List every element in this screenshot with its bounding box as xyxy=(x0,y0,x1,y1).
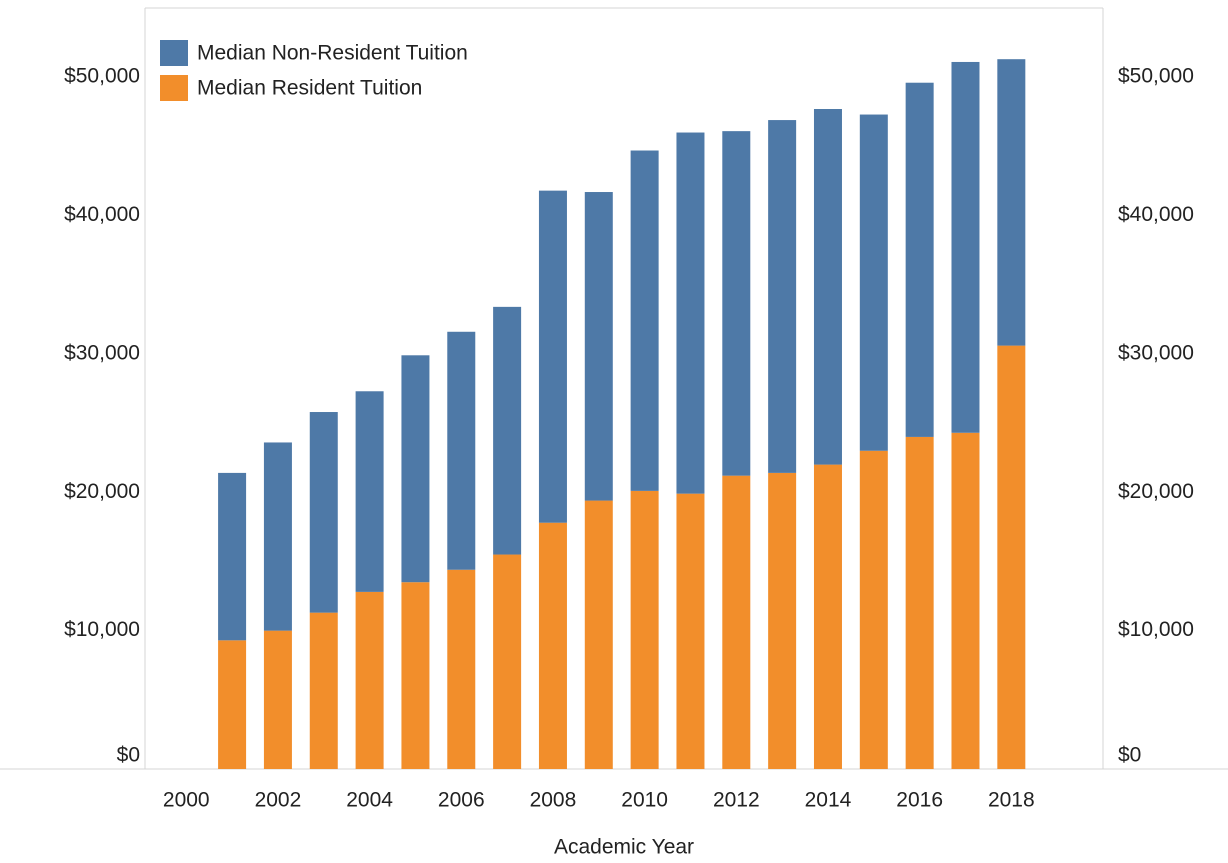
y2-tick-label: $20,000 xyxy=(1118,480,1194,503)
bar-segment xyxy=(584,192,613,501)
y-tick-label: $0 xyxy=(117,744,140,767)
x-tick-label: 2006 xyxy=(438,789,485,812)
y-tick-label: $30,000 xyxy=(64,341,140,364)
bar-segment xyxy=(676,132,705,494)
bar-segment xyxy=(538,522,567,769)
x-tick-label: 2012 xyxy=(713,789,760,812)
bar-segment xyxy=(584,500,613,769)
y-tick-label: $50,000 xyxy=(64,65,140,88)
x-tick-label: 2010 xyxy=(621,789,668,812)
bar-segment xyxy=(309,412,338,613)
bar-segment xyxy=(355,391,384,592)
bar-segment xyxy=(630,490,659,769)
bar-segment xyxy=(355,591,384,769)
bar-segment xyxy=(997,345,1026,769)
y-tick-label: $40,000 xyxy=(64,203,140,226)
legend-swatch xyxy=(160,75,188,101)
bar-segment xyxy=(309,612,338,769)
bar-segment xyxy=(493,306,522,555)
bar-segment xyxy=(630,150,659,491)
y2-tick-label: $40,000 xyxy=(1118,203,1194,226)
bar-segment xyxy=(263,630,292,769)
bar-segment xyxy=(905,82,934,437)
y2-tick-label: $50,000 xyxy=(1118,65,1194,88)
y2-tick-label: $0 xyxy=(1118,744,1141,767)
x-tick-label: 2008 xyxy=(530,789,577,812)
x-tick-label: 2016 xyxy=(896,789,943,812)
bar-segment xyxy=(997,59,1026,346)
bar-segment xyxy=(905,436,934,769)
bar-segment xyxy=(447,569,476,769)
x-tick-label: 2000 xyxy=(163,789,210,812)
y2-tick-label: $30,000 xyxy=(1118,341,1194,364)
bar-segment xyxy=(676,493,705,769)
bar-segment xyxy=(768,472,797,769)
bar-segment xyxy=(813,109,842,465)
bar-segment xyxy=(218,472,247,641)
legend-swatch xyxy=(160,40,188,66)
bar-segment xyxy=(447,331,476,570)
bar-segment xyxy=(401,582,430,769)
bar-segment xyxy=(859,450,888,769)
bar-segment xyxy=(538,190,567,523)
bar-segment xyxy=(951,432,980,769)
bar-segment xyxy=(722,475,751,769)
x-tick-label: 2014 xyxy=(805,789,852,812)
bar-segment xyxy=(813,464,842,769)
x-tick-label: 2002 xyxy=(255,789,302,812)
bar-segment xyxy=(218,640,247,769)
y-tick-label: $10,000 xyxy=(64,618,140,641)
bar-segment xyxy=(722,131,751,476)
legend-label: Median Resident Tuition xyxy=(197,77,422,100)
y2-tick-label: $10,000 xyxy=(1118,618,1194,641)
bar-segment xyxy=(263,442,292,631)
bar-segment xyxy=(493,554,522,769)
legend-label: Median Non-Resident Tuition xyxy=(197,42,468,65)
bar-segment xyxy=(859,114,888,451)
y-tick-label: $20,000 xyxy=(64,480,140,503)
x-tick-label: 2018 xyxy=(988,789,1035,812)
bar-segment xyxy=(401,355,430,583)
x-tick-label: 2004 xyxy=(346,789,393,812)
bar-segment xyxy=(951,61,980,433)
x-axis-label: Academic Year xyxy=(554,836,694,859)
bar-segment xyxy=(768,120,797,473)
